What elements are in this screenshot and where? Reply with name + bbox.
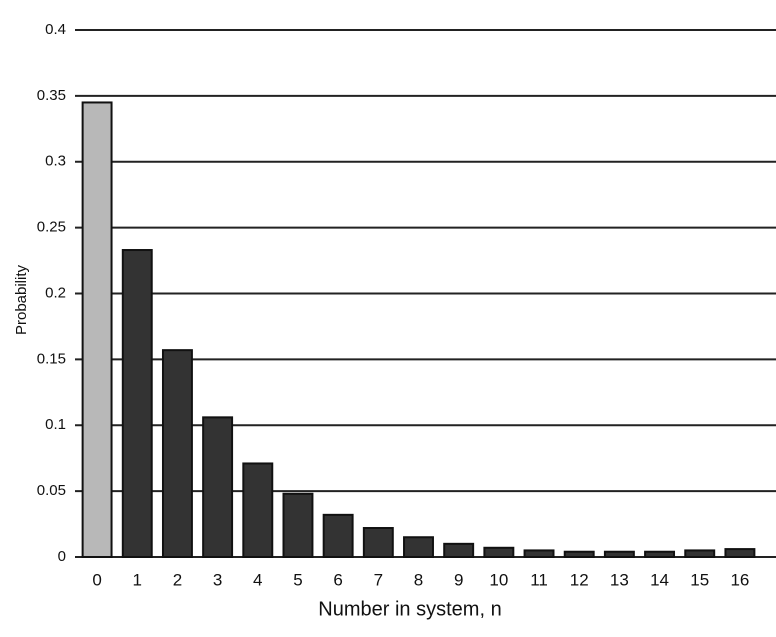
bar (443, 542, 475, 559)
y-tick-label: 0 (58, 548, 66, 565)
bar (523, 549, 555, 558)
x-tick-label: 1 (133, 570, 142, 589)
x-tick-label: 7 (374, 570, 383, 589)
x-tick-label: 16 (730, 570, 749, 589)
bar (161, 349, 193, 558)
x-tick-label: 6 (333, 570, 342, 589)
y-tick-label: 0.35 (37, 87, 66, 104)
bar (644, 550, 676, 558)
x-tick-label: 14 (650, 570, 669, 589)
x-tick-label: 2 (173, 570, 182, 589)
x-tick-label: 5 (293, 570, 302, 589)
y-tick-label: 0.05 (37, 482, 66, 499)
bar (121, 249, 153, 559)
bar (362, 527, 394, 559)
bar (322, 513, 354, 559)
bar (483, 546, 515, 559)
bar (242, 462, 274, 558)
x-tick-label: 13 (610, 570, 629, 589)
x-tick-label: 9 (454, 570, 463, 589)
bar (724, 548, 756, 558)
bar (684, 549, 716, 558)
x-tick-label: 10 (489, 570, 508, 589)
bar (202, 416, 234, 558)
x-tick-label: 4 (253, 570, 262, 589)
x-tick-label: 11 (530, 570, 548, 589)
bar (603, 550, 635, 558)
y-tick-label: 0.15 (37, 350, 66, 367)
x-tick-label: 3 (213, 570, 222, 589)
x-tick-label: 8 (414, 570, 423, 589)
y-tick-label: 0.25 (37, 219, 66, 236)
x-tick-label: 15 (690, 570, 709, 589)
y-tick-label: 0.4 (45, 21, 66, 38)
x-tick-label: 12 (570, 570, 589, 589)
x-tick-label: 0 (92, 570, 101, 589)
bar (403, 536, 434, 558)
bar (563, 550, 595, 558)
bar (81, 101, 113, 559)
y-axis-title: Probability (13, 264, 30, 335)
x-axis-title: Number in system, n (318, 598, 501, 620)
bar (282, 492, 314, 559)
y-tick-label: 0.2 (45, 284, 66, 301)
y-tick-label: 0.1 (45, 416, 66, 433)
y-tick-label: 0.3 (45, 153, 66, 170)
